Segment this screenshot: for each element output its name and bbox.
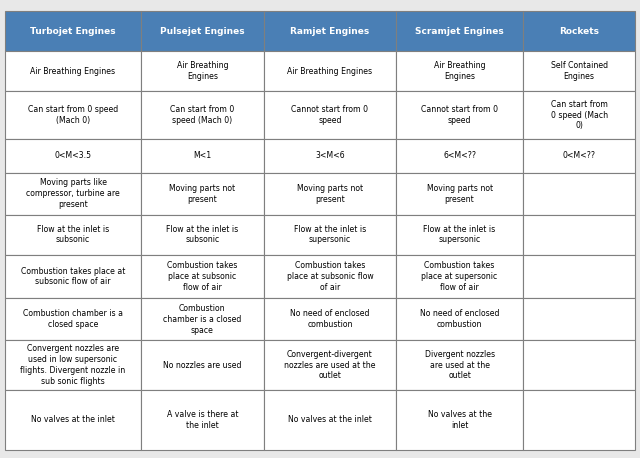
- Bar: [396, 255, 524, 298]
- Text: Divergent nozzles
are used at the
outlet: Divergent nozzles are used at the outlet: [424, 350, 495, 380]
- Bar: [264, 11, 396, 51]
- Text: Moving parts not
present: Moving parts not present: [297, 184, 363, 204]
- Bar: [524, 11, 635, 51]
- Text: 6<M<??: 6<M<??: [443, 152, 476, 160]
- Text: Pulsejet Engines: Pulsejet Engines: [160, 27, 244, 36]
- Text: 0<M<??: 0<M<??: [563, 152, 596, 160]
- Bar: [5, 139, 141, 173]
- Bar: [396, 11, 524, 51]
- Bar: [264, 51, 396, 91]
- Text: 0<M<3.5: 0<M<3.5: [54, 152, 92, 160]
- Text: Flow at the inlet is
subsonic: Flow at the inlet is subsonic: [37, 225, 109, 245]
- Text: Turbojet Engines: Turbojet Engines: [30, 27, 116, 36]
- Text: Combustion
chamber is a closed
space: Combustion chamber is a closed space: [163, 304, 241, 334]
- Bar: [264, 340, 396, 390]
- Text: Scramjet Engines: Scramjet Engines: [415, 27, 504, 36]
- Text: No need of enclosed
combustion: No need of enclosed combustion: [290, 310, 370, 329]
- Text: Air Breathing
Engines: Air Breathing Engines: [177, 61, 228, 81]
- Bar: [396, 215, 524, 255]
- Text: Moving parts not
present: Moving parts not present: [426, 184, 493, 204]
- Bar: [141, 139, 264, 173]
- Text: Moving parts like
compressor, turbine are
present: Moving parts like compressor, turbine ar…: [26, 179, 120, 209]
- Bar: [524, 215, 635, 255]
- Bar: [396, 298, 524, 340]
- Text: No need of enclosed
combustion: No need of enclosed combustion: [420, 310, 499, 329]
- Text: Air Breathing
Engines: Air Breathing Engines: [434, 61, 485, 81]
- Bar: [141, 51, 264, 91]
- Text: Convergent nozzles are
used in low supersonic
flights. Divergent nozzle in
sub s: Convergent nozzles are used in low super…: [20, 344, 125, 386]
- Bar: [5, 11, 141, 51]
- Bar: [5, 51, 141, 91]
- Bar: [5, 390, 141, 450]
- Text: No valves at the inlet: No valves at the inlet: [31, 415, 115, 425]
- Text: 3<M<6: 3<M<6: [315, 152, 345, 160]
- Bar: [524, 173, 635, 215]
- Bar: [396, 91, 524, 139]
- Text: Self Contained
Engines: Self Contained Engines: [550, 61, 607, 81]
- Text: Combustion takes
place at subsonic flow
of air: Combustion takes place at subsonic flow …: [287, 261, 373, 292]
- Text: Combustion takes
place at subsonic
flow of air: Combustion takes place at subsonic flow …: [167, 261, 237, 292]
- Text: Cannot start from 0
speed: Cannot start from 0 speed: [291, 105, 369, 125]
- Bar: [396, 173, 524, 215]
- Text: No valves at the inlet: No valves at the inlet: [288, 415, 372, 425]
- Bar: [524, 298, 635, 340]
- Bar: [396, 340, 524, 390]
- Bar: [524, 255, 635, 298]
- Text: Can start from 0 speed
(Mach 0): Can start from 0 speed (Mach 0): [28, 105, 118, 125]
- Text: Combustion takes
place at supersonic
flow of air: Combustion takes place at supersonic flo…: [422, 261, 498, 292]
- Bar: [524, 340, 635, 390]
- Bar: [396, 139, 524, 173]
- Text: Can start from 0
speed (Mach 0): Can start from 0 speed (Mach 0): [170, 105, 234, 125]
- Bar: [5, 173, 141, 215]
- Bar: [524, 139, 635, 173]
- Text: Combustion chamber is a
closed space: Combustion chamber is a closed space: [23, 310, 123, 329]
- Text: Flow at the inlet is
supersonic: Flow at the inlet is supersonic: [424, 225, 496, 245]
- Bar: [141, 255, 264, 298]
- Bar: [141, 340, 264, 390]
- Bar: [396, 51, 524, 91]
- Bar: [141, 215, 264, 255]
- Text: M<1: M<1: [193, 152, 212, 160]
- Text: Moving parts not
present: Moving parts not present: [170, 184, 236, 204]
- Bar: [141, 390, 264, 450]
- Bar: [396, 390, 524, 450]
- Bar: [5, 255, 141, 298]
- Text: A valve is there at
the inlet: A valve is there at the inlet: [166, 410, 238, 430]
- Text: Ramjet Engines: Ramjet Engines: [291, 27, 369, 36]
- Text: No nozzles are used: No nozzles are used: [163, 360, 242, 370]
- Bar: [5, 91, 141, 139]
- Bar: [264, 298, 396, 340]
- Text: Air Breathing Engines: Air Breathing Engines: [287, 67, 372, 76]
- Bar: [5, 340, 141, 390]
- Bar: [141, 173, 264, 215]
- Text: Flow at the inlet is
subsonic: Flow at the inlet is subsonic: [166, 225, 239, 245]
- Bar: [141, 298, 264, 340]
- Text: Flow at the inlet is
supersonic: Flow at the inlet is supersonic: [294, 225, 366, 245]
- Bar: [264, 390, 396, 450]
- Bar: [141, 91, 264, 139]
- Bar: [141, 11, 264, 51]
- Text: Air Breathing Engines: Air Breathing Engines: [31, 67, 116, 76]
- Bar: [264, 139, 396, 173]
- Bar: [524, 51, 635, 91]
- Bar: [5, 298, 141, 340]
- Bar: [524, 91, 635, 139]
- Bar: [264, 91, 396, 139]
- Text: Convergent-divergent
nozzles are used at the
outlet: Convergent-divergent nozzles are used at…: [284, 350, 376, 380]
- Bar: [524, 390, 635, 450]
- Bar: [264, 215, 396, 255]
- Text: No valves at the
inlet: No valves at the inlet: [428, 410, 492, 430]
- Bar: [264, 173, 396, 215]
- Text: Can start from
0 speed (Mach
0): Can start from 0 speed (Mach 0): [550, 100, 607, 130]
- Bar: [5, 215, 141, 255]
- Text: Combustion takes place at
subsonic flow of air: Combustion takes place at subsonic flow …: [21, 267, 125, 286]
- Text: Cannot start from 0
speed: Cannot start from 0 speed: [421, 105, 498, 125]
- Bar: [264, 255, 396, 298]
- Text: Rockets: Rockets: [559, 27, 599, 36]
